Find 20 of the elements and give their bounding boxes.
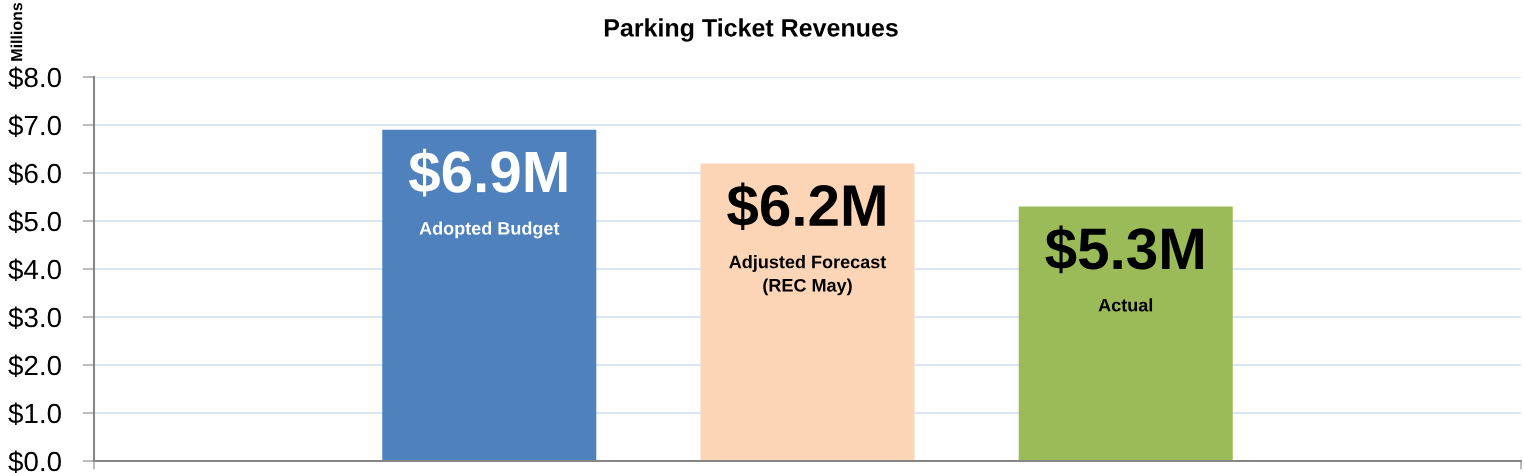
y-tick-label: $8.0 xyxy=(8,66,61,89)
bar xyxy=(382,129,597,461)
y-tick-label: $4.0 xyxy=(8,258,61,281)
data-label: $6.2M xyxy=(727,182,885,231)
y-tick-label: $6.0 xyxy=(8,162,61,185)
y-tick-label: $2.0 xyxy=(8,354,61,377)
bar xyxy=(700,163,915,461)
y-tick-label: $3.0 xyxy=(8,306,61,329)
data-label: $6.9M xyxy=(408,148,567,197)
series-label: Actual xyxy=(1098,298,1153,312)
y-tick-label: $0.0 xyxy=(8,450,61,473)
y-tick-label: $5.0 xyxy=(8,210,61,233)
data-label: $5.3M xyxy=(1045,225,1203,274)
bar xyxy=(1018,206,1233,461)
y-axis-title: Millions xyxy=(10,2,23,61)
series-label: Adjusted Forecast (REC May) xyxy=(729,255,887,296)
y-tick-label: $1.0 xyxy=(8,402,61,425)
chart-title: Parking Ticket Revenues xyxy=(604,18,898,42)
series-label: Adopted Budget xyxy=(419,221,560,239)
y-tick-label: $7.0 xyxy=(8,114,61,137)
